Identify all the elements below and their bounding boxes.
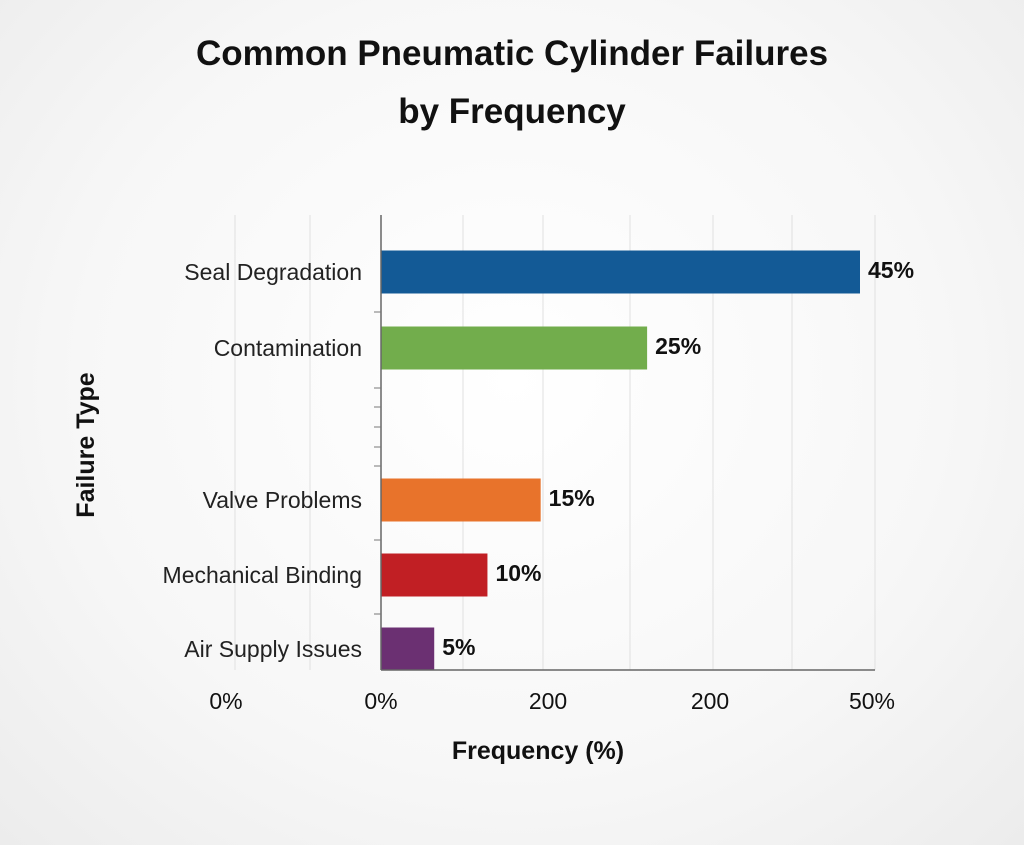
value-label-contamination: 25% — [655, 333, 701, 359]
bars — [381, 250, 860, 671]
x-axis-title: Frequency (%) — [452, 737, 624, 765]
x-tick-label: 0% — [209, 688, 242, 714]
category-label-contamination: Contamination — [214, 335, 362, 361]
x-tick-label: 50% — [849, 688, 895, 714]
category-label-air-supply-issues: Air Supply Issues — [184, 636, 362, 662]
value-label-mechanical-binding: 10% — [495, 560, 541, 586]
category-label-valve-problems: Valve Problems — [203, 487, 362, 513]
labels: Seal Degradation Contamination Valve Probl… — [72, 257, 914, 765]
value-label-air-supply-issues: 5% — [442, 634, 475, 660]
bar-contamination — [381, 326, 648, 370]
x-tick-label: 200 — [529, 688, 567, 714]
x-tick-label: 0% — [364, 688, 397, 714]
chart-title-line-2: by Frequency — [398, 92, 626, 131]
value-label-seal-degradation: 45% — [868, 257, 914, 283]
category-label-seal-degradation: Seal Degradation — [184, 259, 362, 285]
y-axis-title: Failure Type — [72, 372, 100, 518]
bar-air-supply-issues — [381, 627, 435, 671]
chart-title-line-1: Common Pneumatic Cylinder Failures — [195, 34, 829, 73]
bar-mechanical-binding — [381, 553, 488, 597]
x-tick-label: 200 — [691, 688, 729, 714]
bar-seal-degradation — [381, 250, 860, 294]
bar-valve-problems — [381, 478, 541, 522]
value-label-valve-problems: 15% — [549, 485, 595, 511]
category-label-mechanical-binding: Mechanical Binding — [163, 562, 362, 588]
axes — [374, 215, 875, 671]
